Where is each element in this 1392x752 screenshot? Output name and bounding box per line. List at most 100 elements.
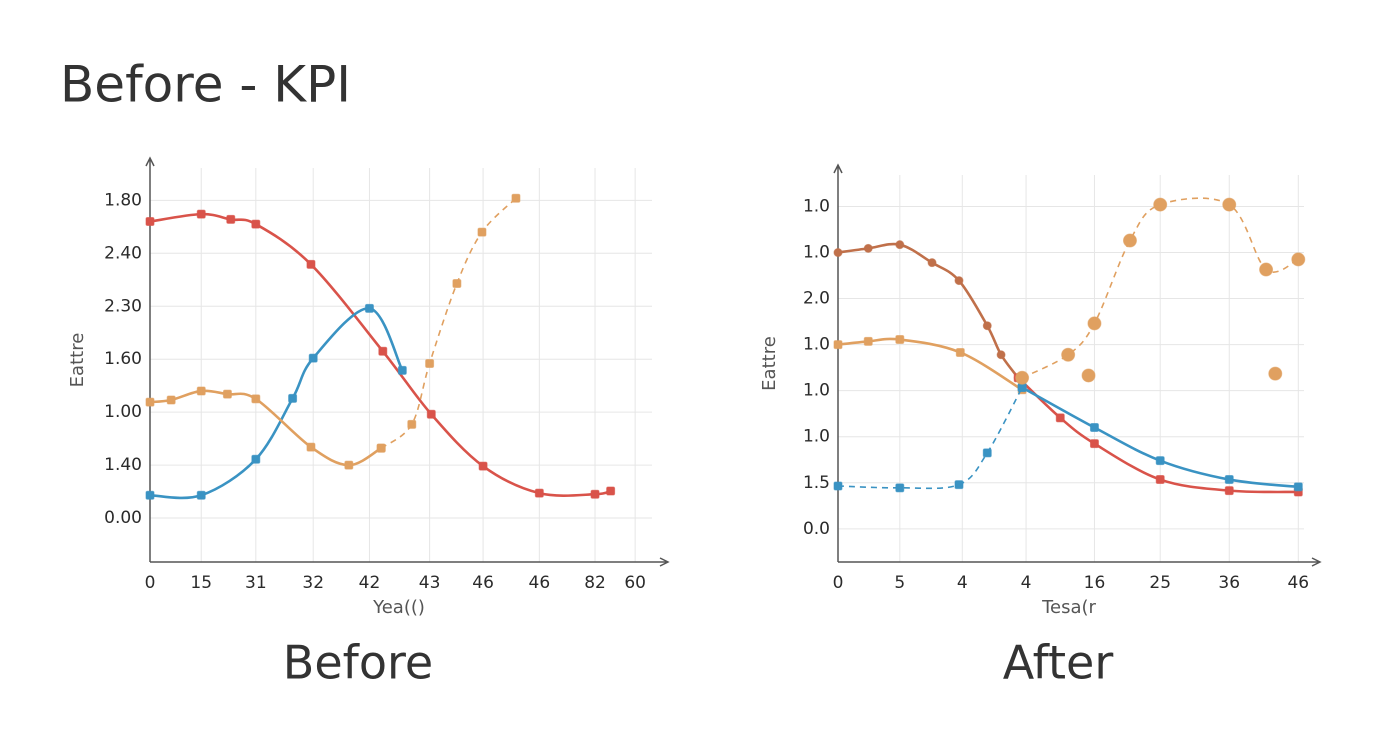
data-point xyxy=(1224,475,1234,485)
x-tick-label: 36 xyxy=(1218,573,1240,593)
data-point xyxy=(196,386,206,396)
series-line xyxy=(380,197,517,449)
y-axis-label: Eattre xyxy=(67,333,88,388)
data-point xyxy=(955,347,965,357)
data-point xyxy=(590,489,600,499)
data-point xyxy=(452,278,462,288)
data-point xyxy=(833,340,843,350)
data-point xyxy=(378,346,388,356)
page-title: Before - KPI xyxy=(60,56,351,114)
data-point xyxy=(306,259,316,269)
data-point xyxy=(1291,252,1306,267)
y-tick-label: 1.0 xyxy=(803,381,830,401)
y-tick-label: 1.5 xyxy=(803,473,830,493)
x-tick-label: 0 xyxy=(833,573,844,593)
x-tick-label: 46 xyxy=(1287,573,1309,593)
data-point xyxy=(863,243,873,253)
data-point xyxy=(1293,482,1303,492)
y-tick-label: 0.0 xyxy=(803,519,830,539)
data-point xyxy=(606,486,616,496)
data-point xyxy=(833,248,843,258)
data-point xyxy=(895,240,905,250)
x-axis-label: Yea(() xyxy=(372,597,425,618)
y-tick-label: 1.0 xyxy=(803,427,830,447)
x-tick-label: 46 xyxy=(472,573,494,593)
data-point xyxy=(364,303,374,313)
y-tick-label: 0.00 xyxy=(104,508,142,528)
y-tick-label: 2.0 xyxy=(803,289,830,309)
data-point xyxy=(145,490,155,500)
data-point xyxy=(833,481,843,491)
y-tick-label: 2.30 xyxy=(104,296,142,316)
x-axis xyxy=(150,557,670,567)
y-axis-label: Eattre xyxy=(759,336,780,391)
data-point xyxy=(1155,475,1165,485)
y-tick-label: 1.0 xyxy=(803,243,830,263)
data-point xyxy=(407,419,417,429)
data-point xyxy=(478,461,488,471)
data-point xyxy=(1155,456,1165,466)
data-point xyxy=(1122,233,1137,248)
data-point xyxy=(251,219,261,229)
x-tick-label: 4 xyxy=(957,573,968,593)
data-point xyxy=(477,227,487,237)
x-tick-label: 0 xyxy=(145,573,156,593)
data-point xyxy=(251,394,261,404)
chart-caption: After xyxy=(1003,636,1114,690)
x-tick-label: 25 xyxy=(1149,573,1171,593)
data-point xyxy=(308,353,318,363)
x-tick-label: 16 xyxy=(1084,573,1106,593)
data-point xyxy=(1089,423,1099,433)
x-tick-label: 82 xyxy=(584,573,606,593)
data-point xyxy=(1015,370,1030,385)
series-line xyxy=(837,337,1023,391)
data-point xyxy=(426,409,436,419)
x-tick-label: 15 xyxy=(190,573,212,593)
data-point xyxy=(982,448,992,458)
x-tick-label: 5 xyxy=(894,573,905,593)
y-tick-label: 1.00 xyxy=(104,402,142,422)
data-point xyxy=(1268,366,1283,381)
data-point xyxy=(397,365,407,375)
series-line xyxy=(837,387,1023,490)
data-point xyxy=(1055,413,1065,423)
series-line xyxy=(149,389,382,467)
data-point xyxy=(1087,316,1102,331)
y-tick-label: 1.0 xyxy=(803,335,830,355)
x-tick-label: 46 xyxy=(529,573,551,593)
y-tick-label: 1.40 xyxy=(104,455,142,475)
y-tick-label: 1.60 xyxy=(104,349,142,369)
data-point xyxy=(166,395,176,405)
data-point xyxy=(226,214,236,224)
x-axis-label: Tesa(r xyxy=(1041,597,1096,618)
data-point xyxy=(1224,486,1234,496)
data-point xyxy=(425,358,435,368)
x-tick-label: 42 xyxy=(359,573,381,593)
data-point xyxy=(1259,262,1274,277)
data-point xyxy=(927,258,937,268)
data-point xyxy=(1081,368,1096,383)
y-tick-label: 1.80 xyxy=(104,190,142,210)
data-point xyxy=(145,217,155,227)
chart-caption: Before xyxy=(283,636,433,690)
data-point xyxy=(344,460,354,470)
y-tick-label: 1.0 xyxy=(803,196,830,216)
data-point xyxy=(196,490,206,500)
x-tick-label: 60 xyxy=(624,573,646,593)
y-axis xyxy=(833,163,843,562)
data-point xyxy=(1089,439,1099,449)
data-point xyxy=(895,483,905,493)
data-point xyxy=(1222,197,1237,212)
series-line xyxy=(1021,197,1299,379)
data-point xyxy=(954,276,964,286)
x-tick-label: 31 xyxy=(245,573,267,593)
data-point xyxy=(222,389,232,399)
data-point xyxy=(982,321,992,331)
x-axis xyxy=(838,557,1322,567)
data-point xyxy=(895,335,905,345)
x-tick-label: 43 xyxy=(419,573,441,593)
data-point xyxy=(1061,347,1076,362)
data-point xyxy=(376,443,386,453)
data-point xyxy=(863,336,873,346)
